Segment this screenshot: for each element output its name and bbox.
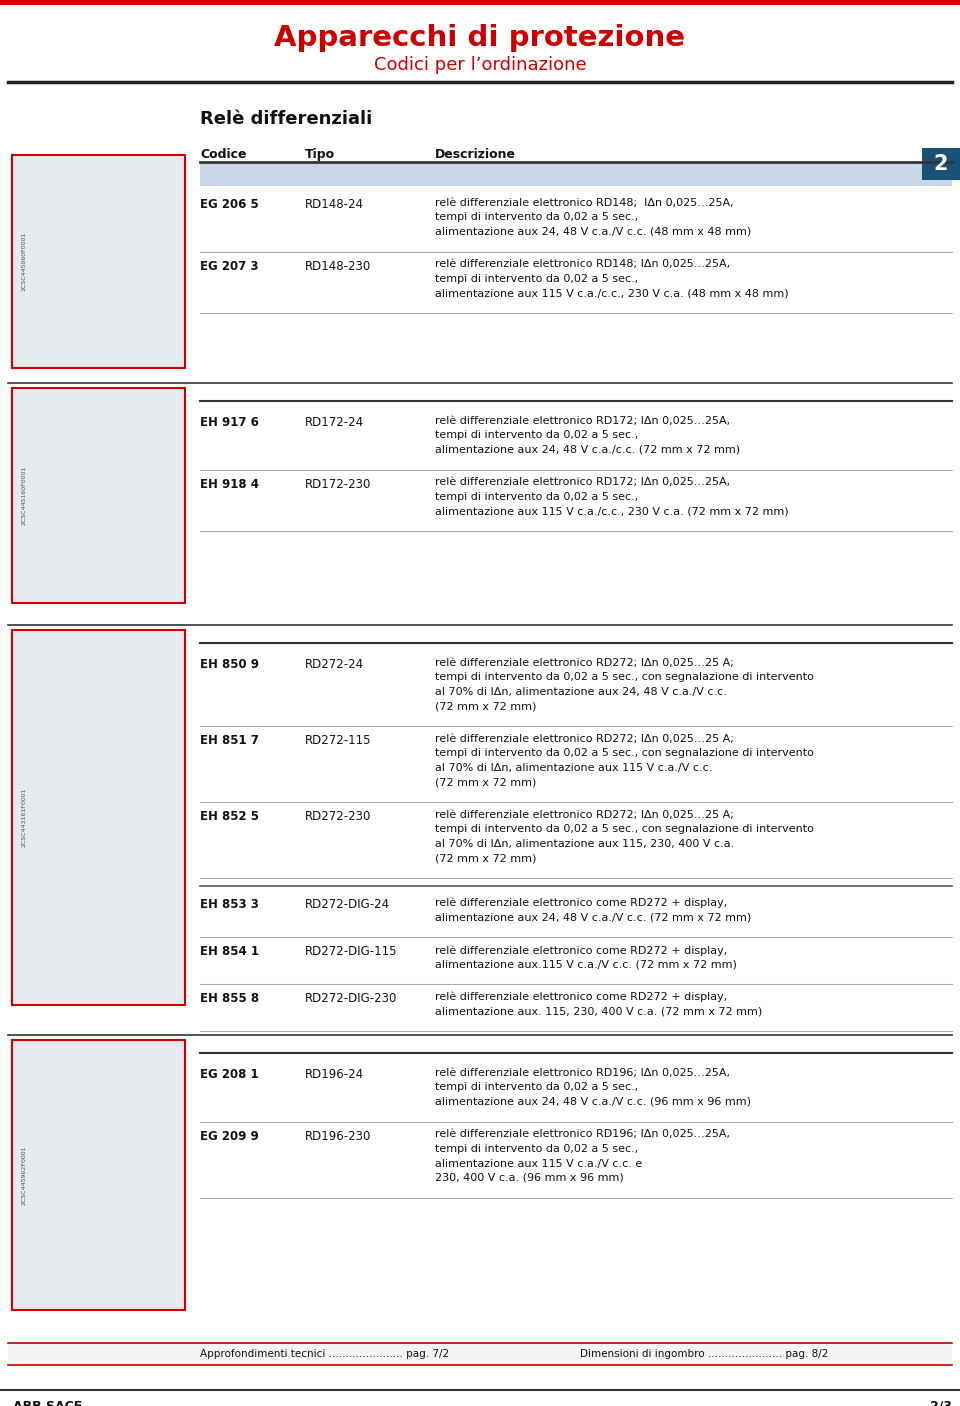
- Text: relè differenziale elettronico come RD272 + display,: relè differenziale elettronico come RD27…: [435, 945, 728, 956]
- Text: tempi di intervento da 0,02 a 5 sec.,: tempi di intervento da 0,02 a 5 sec.,: [435, 1144, 638, 1154]
- Text: Codici per l’ordinazione: Codici per l’ordinazione: [373, 56, 587, 75]
- Text: RD272-24: RD272-24: [305, 658, 364, 671]
- Text: (72 mm x 72 mm): (72 mm x 72 mm): [435, 702, 537, 711]
- Text: EG 207 3: EG 207 3: [200, 260, 258, 273]
- Bar: [922, 148, 960, 180]
- Text: al 70% di IΔn, alimentazione aux 24, 48 V c.a./V c.c.: al 70% di IΔn, alimentazione aux 24, 48 …: [435, 688, 727, 697]
- Text: alimentazione aux. 115, 230, 400 V c.a. (72 mm x 72 mm): alimentazione aux. 115, 230, 400 V c.a. …: [435, 1007, 762, 1017]
- Text: RD196-24: RD196-24: [305, 1069, 364, 1081]
- Text: relè differenziale elettronico RD272; IΔn 0,025…25 A;: relè differenziale elettronico RD272; IΔ…: [435, 810, 733, 820]
- Text: alimentazione aux 24, 48 V c.a./c.c. (72 mm x 72 mm): alimentazione aux 24, 48 V c.a./c.c. (72…: [435, 446, 740, 456]
- Bar: [200, 165, 952, 186]
- Text: EG 209 9: EG 209 9: [200, 1129, 259, 1143]
- Text: tempi di intervento da 0,02 a 5 sec., con segnalazione di intervento: tempi di intervento da 0,02 a 5 sec., co…: [435, 748, 814, 758]
- Text: relè differenziale elettronico RD148;  IΔn 0,025…25A,: relè differenziale elettronico RD148; IΔ…: [435, 198, 733, 208]
- Text: alimentazione aux 24, 48 V c.a./V c.c. (48 mm x 48 mm): alimentazione aux 24, 48 V c.a./V c.c. (…: [435, 226, 752, 238]
- Text: relè differenziale elettronico RD196; IΔn 0,025…25A,: relè differenziale elettronico RD196; IΔ…: [435, 1129, 730, 1139]
- Text: relè differenziale elettronico RD196; IΔn 0,025…25A,: relè differenziale elettronico RD196; IΔ…: [435, 1069, 730, 1078]
- Text: RD196-230: RD196-230: [305, 1129, 372, 1143]
- Text: alimentazione aux 115 V c.a./V c.c. e: alimentazione aux 115 V c.a./V c.c. e: [435, 1159, 642, 1168]
- Text: tempi di intervento da 0,02 a 5 sec., con segnalazione di intervento: tempi di intervento da 0,02 a 5 sec., co…: [435, 824, 814, 835]
- Text: EH 917 6: EH 917 6: [200, 416, 259, 429]
- Text: RD272-230: RD272-230: [305, 810, 372, 823]
- Text: relè differenziale elettronico RD272; IΔn 0,025…25 A;: relè differenziale elettronico RD272; IΔ…: [435, 734, 733, 744]
- Text: alimentazione aux 24, 48 V c.a./V c.c. (72 mm x 72 mm): alimentazione aux 24, 48 V c.a./V c.c. (…: [435, 912, 752, 922]
- Text: tempi di intervento da 0,02 a 5 sec.,: tempi di intervento da 0,02 a 5 sec.,: [435, 430, 638, 440]
- Text: alimentazione aux 115 V c.a./c.c., 230 V c.a. (48 mm x 48 mm): alimentazione aux 115 V c.a./c.c., 230 V…: [435, 288, 788, 298]
- Bar: [12, 1040, 185, 1310]
- Text: al 70% di IΔn, alimentazione aux 115 V c.a./V c.c.: al 70% di IΔn, alimentazione aux 115 V c…: [435, 763, 712, 773]
- Text: EG 208 1: EG 208 1: [200, 1069, 258, 1081]
- Text: EH 854 1: EH 854 1: [200, 945, 259, 957]
- Text: al 70% di IΔn, alimentazione aux 115, 230, 400 V c.a.: al 70% di IΔn, alimentazione aux 115, 23…: [435, 839, 734, 849]
- Bar: [8, 1343, 952, 1365]
- Text: RD272-DIG-24: RD272-DIG-24: [305, 898, 390, 911]
- Text: Descrizione: Descrizione: [435, 148, 516, 162]
- Text: Relè differenziali: Relè differenziali: [200, 110, 372, 128]
- Text: relè differenziale elettronico RD172; IΔn 0,025…25A,: relè differenziale elettronico RD172; IΔ…: [435, 416, 731, 426]
- Text: ABB SACE: ABB SACE: [13, 1399, 83, 1406]
- Text: 2CSC443161F0001: 2CSC443161F0001: [21, 787, 26, 848]
- Text: Tipo: Tipo: [305, 148, 335, 162]
- Text: EH 918 4: EH 918 4: [200, 478, 259, 491]
- Text: EH 852 5: EH 852 5: [200, 810, 259, 823]
- Text: Dimensioni di ingombro ...................... pag. 8/2: Dimensioni di ingombro .................…: [580, 1348, 828, 1360]
- Text: relè differenziale elettronico RD148; IΔn 0,025…25A,: relè differenziale elettronico RD148; IΔ…: [435, 260, 731, 270]
- Text: (72 mm x 72 mm): (72 mm x 72 mm): [435, 853, 537, 863]
- Text: 2CSC445160F0001: 2CSC445160F0001: [21, 465, 26, 524]
- Text: EH 855 8: EH 855 8: [200, 993, 259, 1005]
- Text: relè differenziale elettronico RD272; IΔn 0,025…25 A;: relè differenziale elettronico RD272; IΔ…: [435, 658, 733, 668]
- Bar: [12, 388, 185, 603]
- Text: RD272-DIG-115: RD272-DIG-115: [305, 945, 397, 957]
- Text: tempi di intervento da 0,02 a 5 sec.,: tempi di intervento da 0,02 a 5 sec.,: [435, 274, 638, 284]
- Text: EH 851 7: EH 851 7: [200, 734, 259, 747]
- Text: relè differenziale elettronico come RD272 + display,: relè differenziale elettronico come RD27…: [435, 993, 728, 1002]
- Text: EH 853 3: EH 853 3: [200, 898, 259, 911]
- Text: tempi di intervento da 0,02 a 5 sec.,: tempi di intervento da 0,02 a 5 sec.,: [435, 212, 638, 222]
- Bar: [0, 0, 960, 6]
- Bar: [12, 155, 185, 368]
- Text: Approfondimenti tecnici ...................... pag. 7/2: Approfondimenti tecnici ................…: [200, 1348, 449, 1360]
- Text: Apparecchi di protezione: Apparecchi di protezione: [275, 24, 685, 52]
- Text: RD272-115: RD272-115: [305, 734, 372, 747]
- Text: alimentazione aux.115 V c.a./V c.c. (72 mm x 72 mm): alimentazione aux.115 V c.a./V c.c. (72 …: [435, 959, 737, 970]
- Text: tempi di intervento da 0,02 a 5 sec.,: tempi di intervento da 0,02 a 5 sec.,: [435, 492, 638, 502]
- Text: RD172-230: RD172-230: [305, 478, 372, 491]
- Text: EH 850 9: EH 850 9: [200, 658, 259, 671]
- Text: 2CSC445060F0001: 2CSC445060F0001: [21, 232, 26, 291]
- Text: RD148-230: RD148-230: [305, 260, 372, 273]
- Text: tempi di intervento da 0,02 a 5 sec.,: tempi di intervento da 0,02 a 5 sec.,: [435, 1083, 638, 1092]
- Text: relè differenziale elettronico RD172; IΔn 0,025…25A,: relè differenziale elettronico RD172; IΔ…: [435, 478, 731, 488]
- Text: 230, 400 V c.a. (96 mm x 96 mm): 230, 400 V c.a. (96 mm x 96 mm): [435, 1173, 624, 1182]
- Text: EG 206 5: EG 206 5: [200, 198, 259, 211]
- Text: RD148-24: RD148-24: [305, 198, 364, 211]
- Text: alimentazione aux 24, 48 V c.a./V c.c. (96 mm x 96 mm): alimentazione aux 24, 48 V c.a./V c.c. (…: [435, 1097, 751, 1107]
- Text: alimentazione aux 115 V c.a./c.c., 230 V c.a. (72 mm x 72 mm): alimentazione aux 115 V c.a./c.c., 230 V…: [435, 506, 788, 516]
- Text: 2/3: 2/3: [930, 1399, 952, 1406]
- Bar: [12, 630, 185, 1005]
- Text: relè differenziale elettronico come RD272 + display,: relè differenziale elettronico come RD27…: [435, 898, 728, 908]
- Text: tempi di intervento da 0,02 a 5 sec., con segnalazione di intervento: tempi di intervento da 0,02 a 5 sec., co…: [435, 672, 814, 682]
- Text: 2: 2: [934, 155, 948, 174]
- Text: (72 mm x 72 mm): (72 mm x 72 mm): [435, 778, 537, 787]
- Text: RD272-DIG-230: RD272-DIG-230: [305, 993, 397, 1005]
- Text: Codice: Codice: [200, 148, 247, 162]
- Text: 2CSC445962F0001: 2CSC445962F0001: [21, 1146, 26, 1205]
- Text: RD172-24: RD172-24: [305, 416, 364, 429]
